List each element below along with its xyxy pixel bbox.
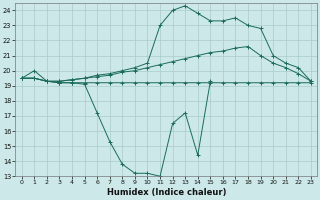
X-axis label: Humidex (Indice chaleur): Humidex (Indice chaleur) — [107, 188, 226, 197]
